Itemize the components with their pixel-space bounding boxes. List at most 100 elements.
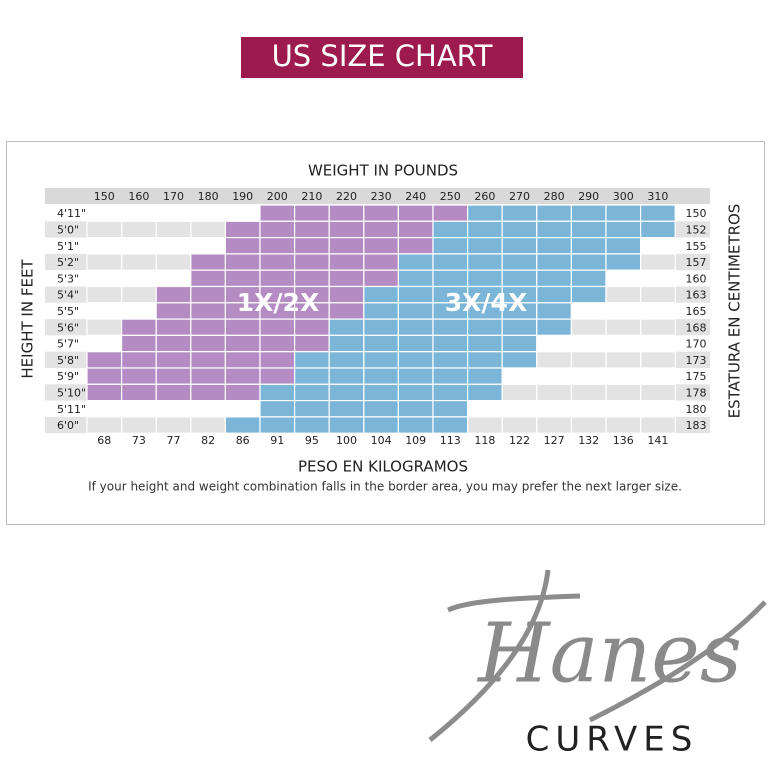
size-cell xyxy=(190,351,227,369)
height-cm: 173 xyxy=(686,354,707,367)
height-ft: 5'4" xyxy=(57,289,79,302)
size-cell xyxy=(328,318,365,337)
header-row xyxy=(45,188,710,204)
zone-label: 3X/4X xyxy=(445,288,527,317)
size-cell xyxy=(294,318,330,337)
weight-kg: 122 xyxy=(509,434,530,447)
height-cm: 175 xyxy=(686,370,707,383)
size-cell xyxy=(432,269,469,288)
size-cell xyxy=(432,318,469,337)
weight-lb: 300 xyxy=(613,190,634,203)
size-cell xyxy=(190,383,227,402)
height-ft: 4'11" xyxy=(57,207,86,220)
size-cell xyxy=(363,416,399,434)
size-cell xyxy=(328,204,365,222)
size-cell xyxy=(432,367,469,385)
size-cell xyxy=(536,285,572,304)
size-cell xyxy=(397,351,434,369)
size-cell xyxy=(397,220,434,239)
size-cell xyxy=(155,367,192,385)
size-cell xyxy=(328,367,365,385)
height-ft: 5'7" xyxy=(57,338,79,351)
weight-lb: 290 xyxy=(578,190,599,203)
size-cell xyxy=(536,318,572,337)
height-cm: 152 xyxy=(686,223,707,236)
size-cell xyxy=(155,383,192,402)
size-cell xyxy=(294,220,330,239)
height-ft: 6'0" xyxy=(57,419,79,432)
size-cell xyxy=(190,318,227,337)
size-cell xyxy=(294,237,330,255)
size-cell xyxy=(224,220,261,239)
weight-kg: 77 xyxy=(167,434,181,447)
size-cell xyxy=(155,351,192,369)
size-cell xyxy=(501,253,538,271)
height-cm: 183 xyxy=(686,419,707,432)
size-cell xyxy=(224,269,261,288)
size-cell xyxy=(259,237,296,255)
size-cell xyxy=(605,253,642,271)
height-cm: 165 xyxy=(686,305,707,318)
weight-kg: 136 xyxy=(613,434,634,447)
weight-kg: 109 xyxy=(405,434,426,447)
height-ft: 5'1" xyxy=(57,240,79,253)
size-cell xyxy=(501,334,538,353)
size-cell xyxy=(397,367,434,385)
size-cell xyxy=(467,334,503,353)
size-cell xyxy=(570,269,607,288)
size-cell xyxy=(501,269,538,288)
size-cell xyxy=(294,367,330,385)
size-cell xyxy=(224,334,261,353)
weight-lb: 160 xyxy=(128,190,149,203)
size-cell xyxy=(328,400,365,418)
height-ft: 5'3" xyxy=(57,272,79,285)
size-cell xyxy=(432,253,469,271)
size-grid: 150 160 170 180 190 200 210 220 230 240 250 260 270 2… xyxy=(45,188,710,447)
size-cell xyxy=(467,220,503,239)
title: US SIZE CHART xyxy=(272,39,493,73)
weight-kg: 104 xyxy=(371,434,392,447)
size-cell xyxy=(294,269,330,288)
weight-lb: 310 xyxy=(647,190,668,203)
size-cell xyxy=(363,253,399,271)
size-cell xyxy=(363,351,399,369)
weight-kg: 141 xyxy=(647,434,668,447)
size-cell xyxy=(120,383,157,402)
brand-logo: Hanes xyxy=(476,607,742,702)
size-cell xyxy=(259,334,296,353)
size-cell xyxy=(363,204,399,222)
size-cell xyxy=(259,220,296,239)
note: If your height and weight combination fa… xyxy=(88,480,682,494)
size-cell xyxy=(570,285,607,304)
size-cell xyxy=(294,400,330,418)
size-cell xyxy=(397,253,434,271)
size-cell xyxy=(397,237,434,255)
size-cell xyxy=(467,367,503,385)
size-cell xyxy=(294,204,330,222)
size-cell xyxy=(224,237,261,255)
size-cell xyxy=(120,351,157,369)
size-cell xyxy=(536,237,572,255)
size-cell xyxy=(570,253,607,271)
height-cm: 150 xyxy=(686,207,707,220)
weight-kg: 132 xyxy=(578,434,599,447)
size-cell xyxy=(501,318,538,337)
size-cell xyxy=(120,318,157,337)
size-cell xyxy=(363,285,399,304)
size-cell xyxy=(363,334,399,353)
size-cell xyxy=(570,204,607,222)
size-cell xyxy=(328,253,365,271)
size-cell xyxy=(363,400,399,418)
size-cell xyxy=(397,383,434,402)
size-cell xyxy=(605,220,642,239)
size-cell xyxy=(363,367,399,385)
size-cell xyxy=(467,351,503,369)
size-cell xyxy=(224,367,261,385)
weight-lb: 180 xyxy=(198,190,219,203)
weight-lb: 190 xyxy=(232,190,253,203)
size-cell xyxy=(328,237,365,255)
size-cell xyxy=(294,253,330,271)
size-cell xyxy=(259,367,296,385)
size-cell xyxy=(570,220,607,239)
